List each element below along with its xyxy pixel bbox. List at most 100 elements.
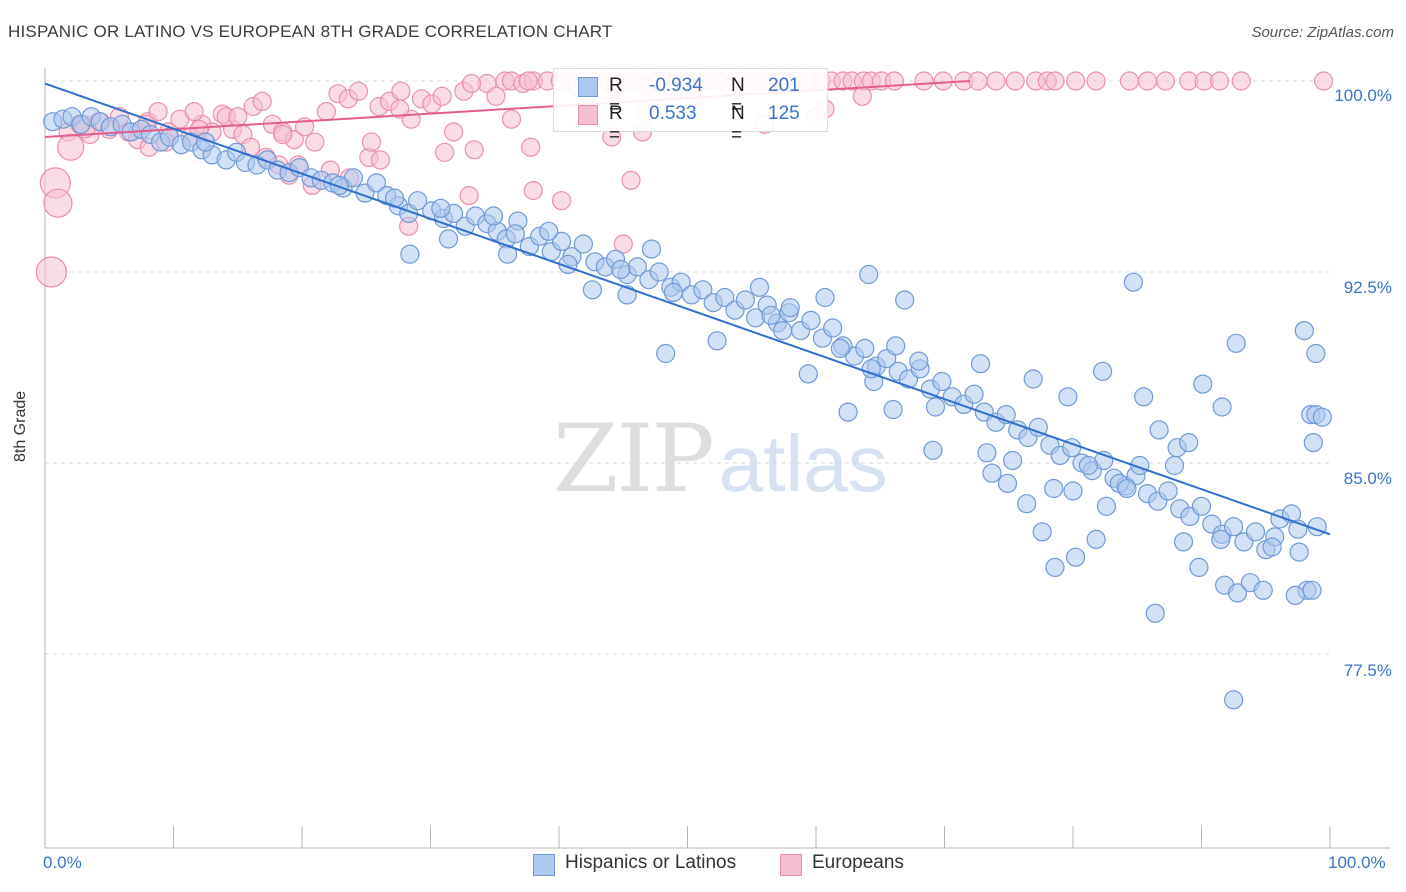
data-point <box>715 287 735 308</box>
data-point <box>1032 522 1052 542</box>
data-point <box>1303 433 1323 453</box>
data-point <box>925 397 946 417</box>
data-point <box>852 86 872 106</box>
axis-layer <box>44 68 1390 849</box>
legend: Hispanics or Latinos Europeans <box>0 852 1406 878</box>
data-point <box>1231 71 1251 91</box>
data-point <box>408 191 428 211</box>
data-point <box>435 142 455 162</box>
data-point <box>316 101 336 122</box>
data-point <box>1294 321 1314 341</box>
data-point <box>361 132 381 152</box>
data-point <box>252 91 272 112</box>
data-point <box>390 99 410 119</box>
legend-label: Europeans <box>812 852 904 873</box>
stats-n-label: N = <box>731 103 745 146</box>
data-point <box>1179 433 1199 453</box>
data-point <box>970 354 991 374</box>
data-point <box>1285 585 1305 606</box>
y-tick-label: 92.5% <box>1343 278 1392 297</box>
data-point <box>1227 583 1248 603</box>
blue-swatch-icon <box>578 77 598 97</box>
data-point <box>1191 496 1212 516</box>
stats-n-value: 125 <box>768 103 800 124</box>
data-point <box>1134 387 1154 407</box>
data-point <box>663 282 684 302</box>
watermark: ZIPatlas <box>553 405 888 514</box>
data-point <box>1149 420 1169 440</box>
data-point <box>1253 580 1273 600</box>
data-point <box>431 198 451 218</box>
data-point <box>486 86 506 106</box>
data-point <box>432 86 452 106</box>
data-point <box>838 402 858 422</box>
data-point <box>1312 407 1332 427</box>
data-point <box>1306 343 1326 364</box>
data-point <box>148 101 168 122</box>
data-point <box>997 473 1018 493</box>
data-point <box>1023 369 1043 389</box>
data-point <box>1145 603 1165 623</box>
data-point <box>884 71 905 91</box>
watermark-zip: ZIP <box>553 405 715 514</box>
y-tick-label: 77.5% <box>1343 661 1392 680</box>
data-point <box>1226 333 1246 353</box>
data-point <box>923 440 943 460</box>
data-point <box>305 132 325 152</box>
data-point <box>895 290 915 310</box>
data-point <box>1117 478 1137 499</box>
stats-r-value: 0.533 <box>649 103 697 124</box>
data-point <box>649 262 669 282</box>
data-point <box>521 137 541 157</box>
data-point <box>1137 71 1158 91</box>
data-point <box>1302 580 1322 600</box>
data-point <box>400 244 420 264</box>
stats-r-label: R = <box>609 103 623 146</box>
watermark-atlas: atlas <box>718 419 888 508</box>
data-point <box>909 351 929 371</box>
data-point <box>551 191 572 211</box>
data-point <box>611 259 631 280</box>
data-point <box>1119 71 1140 91</box>
data-point <box>1044 478 1064 499</box>
data-point-large <box>57 133 85 161</box>
data-point <box>1158 481 1178 501</box>
data-point <box>1086 529 1106 550</box>
data-point <box>986 71 1006 91</box>
data-point <box>780 298 800 318</box>
stats-r-label: R = <box>609 75 623 118</box>
data-point <box>761 305 781 325</box>
data-point <box>1212 397 1232 417</box>
data-point <box>964 384 984 404</box>
data-point <box>1193 374 1213 394</box>
data-point <box>1164 455 1185 476</box>
data-point <box>641 239 662 259</box>
data-point <box>735 290 755 310</box>
data-point <box>1017 494 1037 514</box>
data-point <box>501 109 522 129</box>
x-tick-label: 0.0% <box>43 853 82 872</box>
data-point <box>1092 361 1113 381</box>
data-point <box>391 81 411 101</box>
data-point <box>523 180 543 201</box>
data-point <box>1045 71 1065 91</box>
data-point <box>1002 450 1023 471</box>
data-point <box>1155 71 1176 91</box>
data-point-large <box>35 256 68 288</box>
chart-source: Source: ZipAtlas.com <box>1251 24 1394 41</box>
data-point <box>551 231 572 251</box>
data-point <box>329 175 349 195</box>
data-point <box>1045 557 1065 578</box>
data-point <box>613 234 633 254</box>
stats-box: R = -0.934 N = 201 R = 0.533 N = 125 <box>553 68 828 146</box>
data-point <box>707 331 727 351</box>
data-point <box>830 338 851 358</box>
data-point <box>184 101 204 122</box>
data-point <box>459 186 479 206</box>
stats-n-value: 201 <box>768 75 800 96</box>
data-point <box>693 280 713 300</box>
data-point <box>370 150 390 170</box>
data-point <box>886 336 906 356</box>
y-axis-label: 8th Grade <box>12 390 29 462</box>
